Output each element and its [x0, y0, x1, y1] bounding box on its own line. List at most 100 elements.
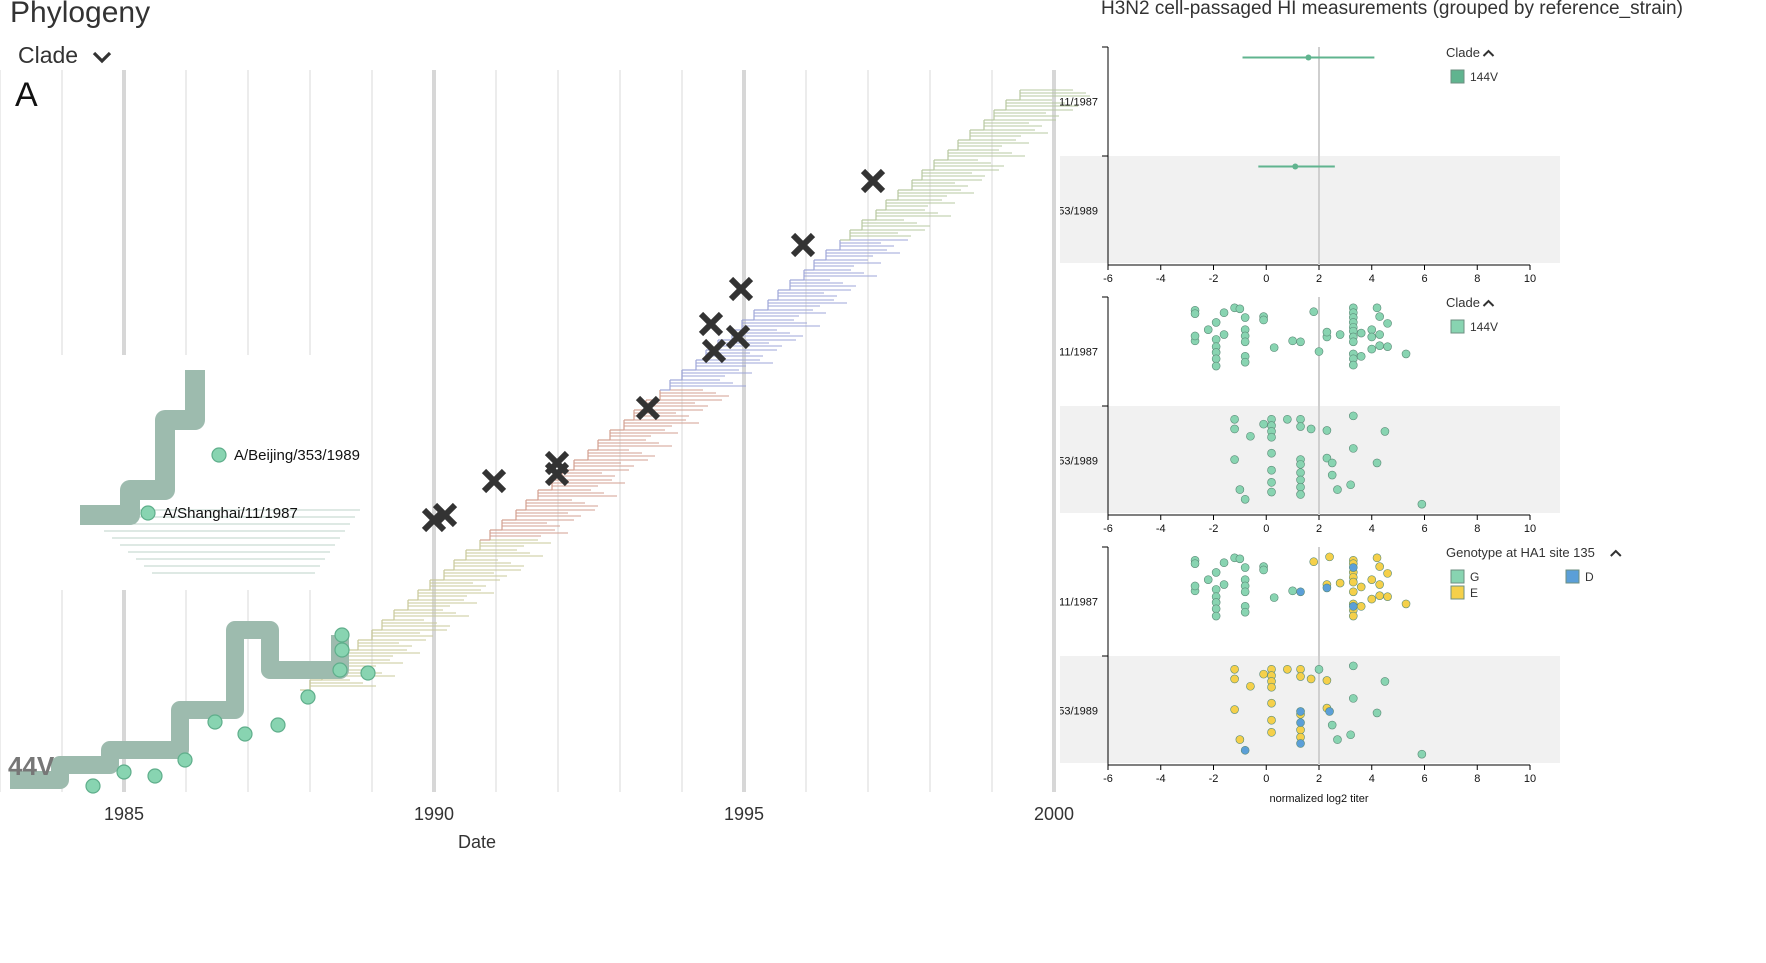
mean-point[interactable]	[1305, 54, 1312, 61]
data-point[interactable]	[1375, 341, 1384, 350]
data-point[interactable]	[1367, 325, 1377, 334]
data-point[interactable]	[1269, 343, 1279, 352]
data-point[interactable]	[1322, 426, 1332, 435]
data-point[interactable]	[1211, 611, 1221, 621]
data-point[interactable]	[1296, 725, 1305, 735]
data-point[interactable]	[1356, 328, 1366, 338]
data-point[interactable]	[1219, 330, 1229, 339]
tip-circle[interactable]	[207, 714, 223, 730]
data-point[interactable]	[1356, 582, 1366, 592]
data-point[interactable]	[1325, 707, 1334, 716]
data-point[interactable]	[1372, 553, 1382, 563]
chevron-up-icon[interactable]	[1482, 49, 1495, 57]
data-point[interactable]	[1372, 303, 1382, 313]
data-point[interactable]	[1267, 465, 1276, 475]
chevron-up-icon[interactable]	[1610, 549, 1622, 557]
tip-circle[interactable]	[177, 752, 193, 768]
data-point[interactable]	[1230, 705, 1239, 714]
data-point[interactable]	[1335, 578, 1345, 588]
tip-circle[interactable]	[211, 447, 227, 463]
legend-swatch[interactable]	[1565, 569, 1580, 584]
data-point[interactable]	[1375, 312, 1384, 321]
tip-circle[interactable]	[332, 662, 348, 678]
data-point[interactable]	[1269, 593, 1279, 602]
data-point[interactable]	[1296, 414, 1305, 424]
data-point[interactable]	[1348, 661, 1358, 671]
data-point[interactable]	[1267, 448, 1276, 458]
data-point[interactable]	[1267, 432, 1276, 442]
data-point[interactable]	[1267, 682, 1276, 692]
data-point[interactable]	[1211, 335, 1221, 344]
data-point[interactable]	[1211, 361, 1221, 371]
data-point[interactable]	[1296, 739, 1305, 748]
legend-swatch[interactable]	[1450, 69, 1465, 84]
data-point[interactable]	[1203, 325, 1213, 334]
data-point[interactable]	[1211, 318, 1221, 327]
tip-circle[interactable]	[237, 726, 253, 742]
clade-dropdown[interactable]: Clade	[18, 42, 113, 69]
tip-circle[interactable]	[147, 768, 163, 784]
data-point[interactable]	[1230, 664, 1239, 674]
data-point[interactable]	[1346, 730, 1355, 740]
data-point[interactable]	[1380, 677, 1390, 686]
data-point[interactable]	[1309, 557, 1319, 567]
data-point[interactable]	[1417, 499, 1427, 509]
data-point[interactable]	[1230, 455, 1239, 464]
data-point[interactable]	[1259, 315, 1268, 325]
data-point[interactable]	[1348, 444, 1358, 453]
data-point[interactable]	[1348, 360, 1358, 370]
data-point[interactable]	[1259, 419, 1268, 429]
data-point[interactable]	[1230, 414, 1239, 424]
legend-swatch[interactable]	[1450, 569, 1465, 584]
data-point[interactable]	[1211, 585, 1221, 594]
data-point[interactable]	[1383, 569, 1392, 578]
data-point[interactable]	[1235, 554, 1245, 564]
data-point[interactable]	[1219, 558, 1229, 568]
data-point[interactable]	[1296, 490, 1305, 499]
data-point[interactable]	[1211, 568, 1221, 577]
data-point[interactable]	[1296, 707, 1305, 716]
data-point[interactable]	[1296, 672, 1305, 681]
data-point[interactable]	[1203, 575, 1213, 584]
data-point[interactable]	[1372, 708, 1382, 718]
data-point[interactable]	[1240, 357, 1250, 367]
data-point[interactable]	[1309, 307, 1319, 317]
data-point[interactable]	[1296, 468, 1305, 477]
data-point[interactable]	[1335, 330, 1345, 339]
data-point[interactable]	[1348, 411, 1358, 421]
data-point[interactable]	[1306, 424, 1316, 434]
data-point[interactable]	[1240, 313, 1250, 322]
data-point[interactable]	[1348, 587, 1358, 597]
data-point[interactable]	[1230, 424, 1239, 434]
tip-circle[interactable]	[85, 778, 101, 794]
data-point[interactable]	[1367, 344, 1377, 354]
data-point[interactable]	[1375, 562, 1384, 571]
data-point[interactable]	[1296, 482, 1305, 492]
data-point[interactable]	[1240, 607, 1250, 617]
data-point[interactable]	[1211, 604, 1221, 614]
data-point[interactable]	[1230, 674, 1239, 684]
data-point[interactable]	[1367, 594, 1377, 604]
data-point[interactable]	[1267, 728, 1276, 737]
data-point[interactable]	[1296, 475, 1305, 485]
data-point[interactable]	[1322, 453, 1332, 463]
data-point[interactable]	[1190, 581, 1200, 591]
data-point[interactable]	[1296, 337, 1305, 347]
data-point[interactable]	[1322, 583, 1332, 593]
data-point[interactable]	[1259, 669, 1268, 679]
data-point[interactable]	[1322, 676, 1332, 685]
data-point[interactable]	[1267, 715, 1276, 725]
data-point[interactable]	[1235, 735, 1245, 744]
data-point[interactable]	[1375, 591, 1384, 600]
data-point[interactable]	[1211, 354, 1221, 364]
data-point[interactable]	[1190, 331, 1200, 341]
data-point[interactable]	[1383, 342, 1392, 351]
data-point[interactable]	[1375, 580, 1384, 589]
data-point[interactable]	[1348, 611, 1358, 621]
data-point[interactable]	[1283, 414, 1292, 424]
data-point[interactable]	[1383, 592, 1392, 601]
data-point[interactable]	[1259, 565, 1268, 575]
data-point[interactable]	[1356, 602, 1366, 611]
data-point[interactable]	[1240, 745, 1250, 755]
tip-circle[interactable]	[270, 717, 286, 733]
